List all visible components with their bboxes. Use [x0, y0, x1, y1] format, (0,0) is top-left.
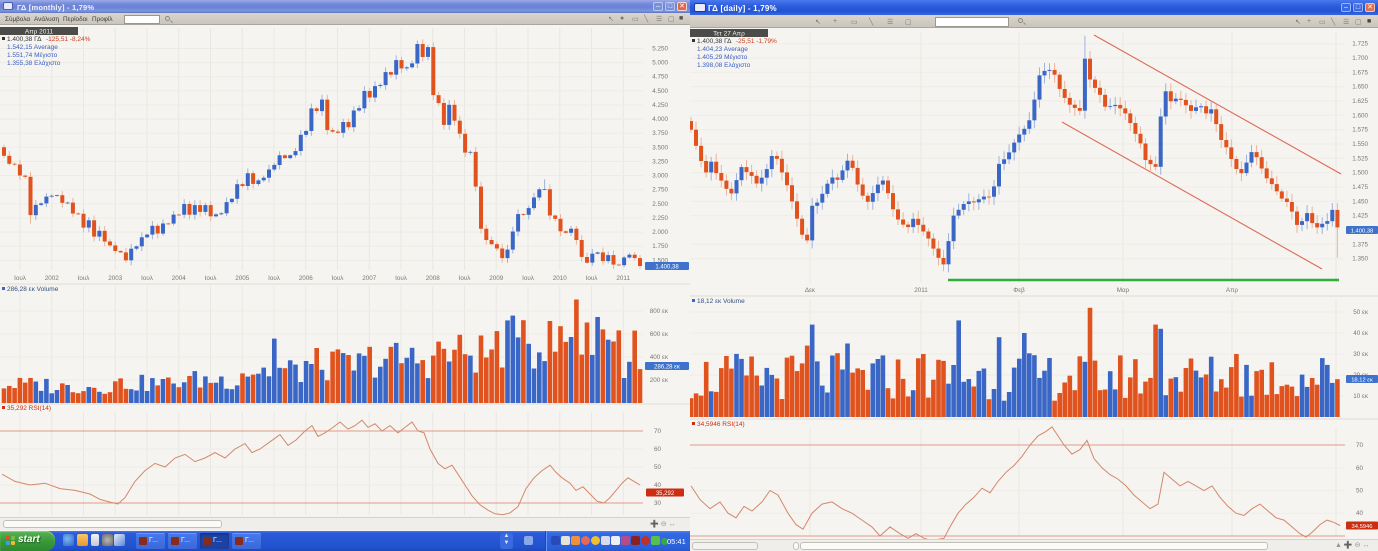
svg-text:3.000: 3.000 — [652, 173, 668, 180]
svg-text:4.750: 4.750 — [652, 74, 668, 81]
svg-text:1.500: 1.500 — [652, 257, 668, 264]
svg-text:1.500: 1.500 — [1352, 170, 1368, 177]
svg-text:1.404,23 Average: 1.404,23 Average — [697, 46, 748, 53]
svg-text:2.000: 2.000 — [652, 229, 668, 236]
svg-text:1.551,74 Μέγιστο: 1.551,74 Μέγιστο — [7, 51, 58, 59]
svg-text:2011: 2011 — [616, 275, 630, 282]
svg-text:400 εκ: 400 εκ — [650, 354, 669, 361]
svg-text:50: 50 — [1356, 488, 1364, 495]
svg-text:4.250: 4.250 — [652, 102, 668, 109]
svg-text:1.398,08 Ελάχιστο: 1.398,08 Ελάχιστο — [697, 61, 751, 69]
svg-text:Ιουλ: Ιουλ — [205, 275, 218, 282]
svg-text:2010: 2010 — [553, 275, 568, 282]
svg-text:1.375: 1.375 — [1352, 241, 1368, 248]
svg-text:200 εκ: 200 εκ — [650, 377, 669, 384]
svg-text:2.500: 2.500 — [652, 201, 668, 208]
svg-text:34,5946 RSI(14): 34,5946 RSI(14) — [697, 421, 745, 428]
svg-text:1.400,38 ΓΔ: 1.400,38 ΓΔ — [7, 36, 42, 43]
svg-text:2009: 2009 — [489, 275, 504, 282]
svg-text:30: 30 — [654, 500, 662, 507]
svg-text:2002: 2002 — [45, 275, 60, 282]
svg-text:-125,51 -8,24%: -125,51 -8,24% — [46, 36, 91, 43]
svg-text:2003: 2003 — [108, 275, 123, 282]
svg-text:2005: 2005 — [235, 275, 250, 282]
svg-text:1.625: 1.625 — [1352, 98, 1368, 105]
svg-text:50 εκ: 50 εκ — [1353, 309, 1369, 316]
svg-text:Ιουλ: Ιουλ — [459, 275, 472, 282]
svg-text:1.405,29 Μέγιστο: 1.405,29 Μέγιστο — [697, 53, 748, 61]
svg-text:286,28 εκ: 286,28 εκ — [654, 364, 681, 370]
svg-text:Ιουλ: Ιουλ — [268, 275, 281, 282]
svg-text:1.750: 1.750 — [652, 243, 668, 250]
svg-text:Ιουλ: Ιουλ — [332, 275, 345, 282]
svg-text:1.355,38 Ελάχιστο: 1.355,38 Ελάχιστο — [7, 59, 61, 67]
svg-text:1.600: 1.600 — [1352, 112, 1368, 119]
svg-text:1.475: 1.475 — [1352, 184, 1368, 191]
svg-text:Απρ: Απρ — [1226, 287, 1239, 294]
svg-text:4.500: 4.500 — [652, 88, 668, 95]
svg-text:50: 50 — [654, 464, 662, 471]
svg-text:2007: 2007 — [362, 275, 377, 282]
svg-text:1.400,38: 1.400,38 — [1351, 229, 1374, 235]
svg-text:70: 70 — [1356, 442, 1364, 449]
svg-text:Ιουλ: Ιουλ — [14, 275, 27, 282]
svg-text:40: 40 — [654, 482, 662, 489]
svg-text:1.542,15 Average: 1.542,15 Average — [7, 44, 58, 51]
svg-text:40: 40 — [1356, 510, 1364, 517]
svg-text:Μαρ: Μαρ — [1117, 287, 1130, 294]
svg-text:60: 60 — [1356, 465, 1364, 472]
svg-text:Ιουλ: Ιουλ — [522, 275, 535, 282]
svg-text:-25,51 -1,79%: -25,51 -1,79% — [736, 38, 777, 45]
svg-text:Τετ 27 Απρ: Τετ 27 Απρ — [713, 31, 745, 38]
svg-text:4.000: 4.000 — [652, 116, 668, 123]
svg-text:800 εκ: 800 εκ — [650, 308, 669, 315]
svg-text:2.250: 2.250 — [652, 215, 668, 222]
svg-text:18,12 εκ: 18,12 εκ — [1351, 378, 1373, 384]
svg-text:Φεβ: Φεβ — [1013, 287, 1025, 294]
svg-text:3.750: 3.750 — [652, 130, 668, 137]
svg-text:1.400,38 ΓΔ: 1.400,38 ΓΔ — [697, 38, 732, 45]
svg-text:1.400,38: 1.400,38 — [655, 264, 679, 270]
svg-text:35,292 RSI(14): 35,292 RSI(14) — [7, 405, 51, 412]
svg-text:Ιουλ: Ιουλ — [586, 275, 599, 282]
svg-text:60: 60 — [654, 446, 662, 453]
svg-text:10 εκ: 10 εκ — [1353, 393, 1369, 400]
svg-text:1.425: 1.425 — [1352, 213, 1368, 220]
svg-text:Δεκ: Δεκ — [805, 287, 816, 294]
svg-text:1.350: 1.350 — [1352, 256, 1368, 263]
svg-text:3.500: 3.500 — [652, 144, 668, 151]
svg-text:1.550: 1.550 — [1352, 141, 1368, 148]
svg-text:2011: 2011 — [914, 287, 928, 294]
svg-text:1.675: 1.675 — [1352, 69, 1368, 76]
svg-text:30 εκ: 30 εκ — [1353, 351, 1369, 358]
svg-text:Ιουλ: Ιουλ — [395, 275, 408, 282]
svg-text:Ιουλ: Ιουλ — [141, 275, 154, 282]
svg-text:2008: 2008 — [426, 275, 441, 282]
svg-text:Ιουλ: Ιουλ — [78, 275, 91, 282]
svg-text:70: 70 — [654, 428, 662, 435]
svg-text:1.525: 1.525 — [1352, 155, 1368, 162]
svg-text:18,12 εκ Volume: 18,12 εκ Volume — [697, 298, 745, 305]
svg-text:600 εκ: 600 εκ — [650, 331, 669, 338]
svg-text:2.750: 2.750 — [652, 187, 668, 194]
svg-text:1.725: 1.725 — [1352, 41, 1368, 48]
svg-text:1.700: 1.700 — [1352, 55, 1368, 62]
svg-text:2006: 2006 — [299, 275, 314, 282]
svg-text:40 εκ: 40 εκ — [1353, 330, 1369, 337]
svg-text:1.650: 1.650 — [1352, 84, 1368, 91]
svg-text:Απρ 2011: Απρ 2011 — [25, 29, 54, 36]
svg-text:3.250: 3.250 — [652, 159, 668, 166]
svg-text:5.000: 5.000 — [652, 60, 668, 67]
svg-text:35,292: 35,292 — [656, 491, 675, 497]
svg-text:2004: 2004 — [172, 275, 187, 282]
svg-text:34,5946: 34,5946 — [1352, 524, 1373, 530]
svg-text:286,28 εκ Volume: 286,28 εκ Volume — [7, 286, 59, 293]
svg-text:1.450: 1.450 — [1352, 198, 1368, 205]
svg-text:5.250: 5.250 — [652, 46, 668, 53]
svg-text:1.575: 1.575 — [1352, 127, 1368, 134]
